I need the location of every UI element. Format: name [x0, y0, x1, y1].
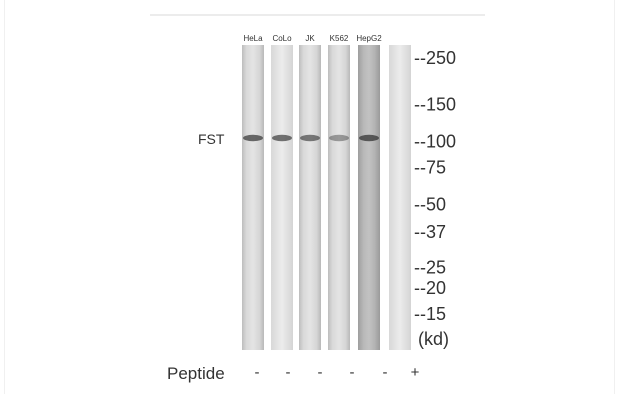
- peptide-row: Peptide - - - - - +: [0, 362, 619, 388]
- blot-lane: [299, 45, 321, 350]
- marker-label: --150: [414, 94, 456, 114]
- blot-lane: [271, 45, 293, 350]
- marker-label: --25: [414, 258, 446, 278]
- lane-label: JK: [305, 34, 315, 43]
- lane-label: HepG2: [356, 34, 382, 43]
- peptide-sign: -: [254, 364, 260, 381]
- protein-band: [300, 134, 320, 142]
- marker-label: --75: [414, 158, 446, 178]
- figure-border-left: [4, 0, 5, 394]
- protein-label: FST: [198, 131, 225, 147]
- protein-band: [272, 134, 292, 142]
- blot-lane: [358, 45, 380, 350]
- marker-label: --15: [414, 304, 446, 324]
- unit-label: (kd): [418, 329, 449, 349]
- marker-label: --100: [414, 131, 456, 151]
- protein-band: [359, 134, 379, 142]
- peptide-sign: +: [410, 364, 420, 381]
- blot-lane: [328, 45, 350, 350]
- marker-label: --37: [414, 222, 446, 242]
- lane-label: K562: [330, 34, 349, 43]
- lane-label: CoLo: [272, 34, 292, 43]
- protein-band: [243, 134, 263, 142]
- figure-border-right: [614, 0, 615, 394]
- marker-label: --250: [414, 48, 456, 68]
- peptide-sign: -: [349, 364, 355, 381]
- peptide-sign: -: [382, 364, 388, 381]
- peptide-sign: -: [285, 364, 291, 381]
- peptide-label: Peptide: [167, 364, 225, 383]
- marker-label: --50: [414, 194, 446, 214]
- marker-label: --20: [414, 278, 446, 298]
- blot-lane: [389, 45, 411, 350]
- peptide-sign: -: [317, 364, 323, 381]
- figure-border-top: [150, 14, 485, 16]
- lane-label: HeLa: [243, 34, 263, 43]
- protein-band: [329, 134, 349, 142]
- blot-lane: [242, 45, 264, 350]
